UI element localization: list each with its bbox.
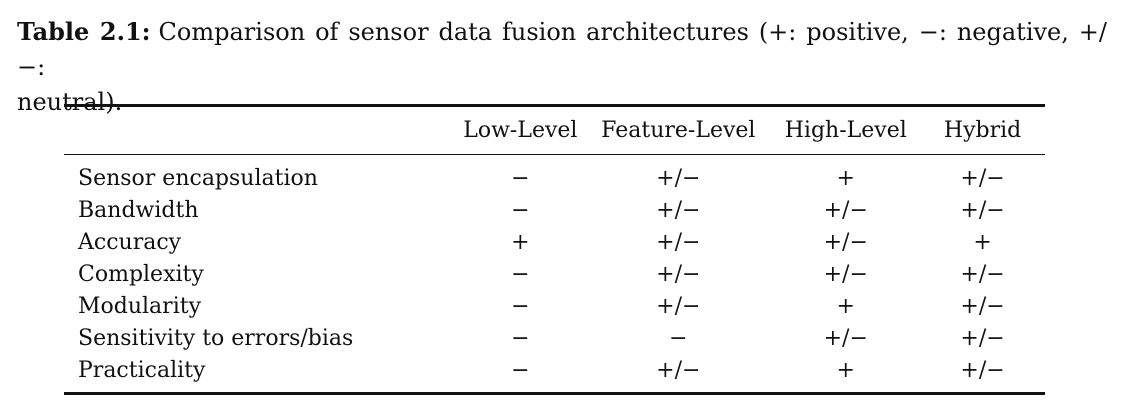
column-header-feature-level: Feature-Level	[601, 118, 756, 143]
cell-high-level: +	[836, 293, 855, 319]
cell-hybrid: +	[973, 229, 992, 255]
table-row: Sensitivity to errors/bias − − +/− +/−	[64, 322, 1045, 354]
column-header-hybrid: Hybrid	[943, 118, 1022, 143]
table-row: Bandwidth − +/− +/− +/−	[64, 194, 1045, 226]
cell-feature-level: +/−	[656, 229, 701, 255]
cell-feature-level: +/−	[656, 261, 701, 287]
cell-low-level: −	[511, 165, 530, 191]
table-row: Practicality − +/− + +/−	[64, 354, 1045, 394]
row-label-sensitivity: Sensitivity to errors/bias	[78, 325, 354, 351]
table-caption: Table 2.1: Comparison of sensor data fusi…	[17, 14, 1107, 120]
cell-hybrid: +/−	[960, 197, 1005, 223]
cell-hybrid: +/−	[960, 357, 1005, 383]
cell-feature-level: −	[669, 325, 688, 351]
cell-high-level: +	[836, 357, 855, 383]
row-label-practicality: Practicality	[78, 357, 206, 383]
table-row: Sensor encapsulation − +/− + +/−	[64, 155, 1045, 195]
column-header-blank	[64, 106, 456, 155]
cell-feature-level: +/−	[656, 197, 701, 223]
caption-label: Table 2.1:	[17, 17, 151, 46]
cell-feature-level: +/−	[656, 293, 701, 319]
row-label-complexity: Complexity	[78, 261, 204, 287]
row-label-modularity: Modularity	[78, 293, 201, 319]
table-row: Accuracy + +/− +/− +	[64, 226, 1045, 258]
cell-low-level: −	[511, 357, 530, 383]
table-row: Modularity − +/− + +/−	[64, 290, 1045, 322]
cell-high-level: +	[836, 165, 855, 191]
cell-hybrid: +/−	[960, 293, 1005, 319]
cell-high-level: +/−	[823, 325, 868, 351]
row-label-sensor-encapsulation: Sensor encapsulation	[78, 165, 318, 191]
cell-low-level: −	[511, 325, 530, 351]
table-row: Complexity − +/− +/− +/−	[64, 258, 1045, 290]
cell-feature-level: +/−	[656, 165, 701, 191]
cell-high-level: +/−	[823, 229, 868, 255]
comparison-table-container: Low-Level Feature-Level High-Level Hybri…	[64, 104, 1045, 395]
cell-high-level: +/−	[823, 261, 868, 287]
comparison-table: Low-Level Feature-Level High-Level Hybri…	[64, 104, 1045, 395]
column-header-low-level: Low-Level	[463, 118, 578, 143]
cell-hybrid: +/−	[960, 325, 1005, 351]
cell-low-level: −	[511, 197, 530, 223]
caption-text-line1: Comparison of sensor data fusion archite…	[17, 18, 1108, 81]
caption-text-line2: neutral).	[17, 88, 123, 116]
column-header-high-level: High-Level	[784, 118, 907, 143]
row-label-accuracy: Accuracy	[78, 229, 182, 255]
table-header-row: Low-Level Feature-Level High-Level Hybri…	[64, 105, 1045, 155]
row-label-bandwidth: Bandwidth	[78, 197, 199, 223]
cell-feature-level: +/−	[656, 357, 701, 383]
cell-low-level: −	[511, 261, 530, 287]
cell-hybrid: +/−	[960, 165, 1005, 191]
cell-low-level: +	[511, 229, 530, 255]
cell-hybrid: +/−	[960, 261, 1005, 287]
cell-low-level: −	[511, 293, 530, 319]
cell-high-level: +/−	[823, 197, 868, 223]
